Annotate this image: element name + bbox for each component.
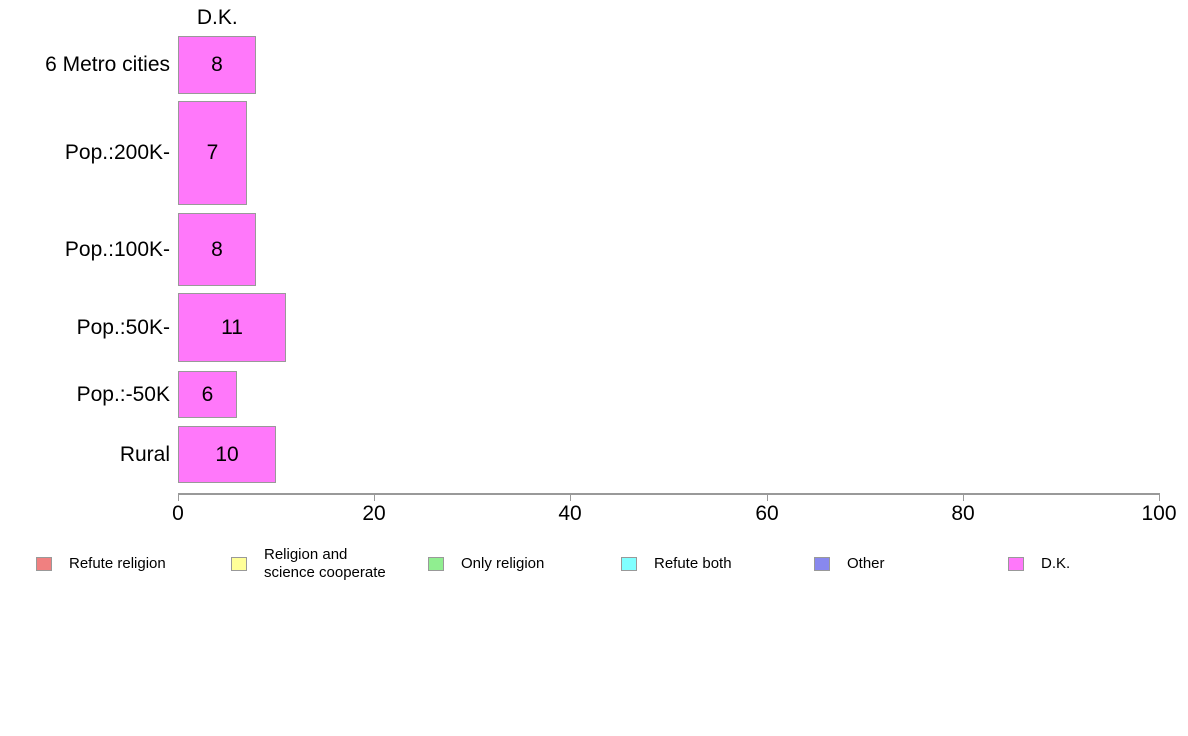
- legend-swatch-refute-both: [621, 557, 637, 571]
- x-tick-label-80: 80: [951, 502, 975, 525]
- bar-value-pop-minus-50k: 6: [201, 382, 214, 406]
- bar-value-rural: 10: [215, 442, 239, 466]
- x-axis-tick: [767, 493, 768, 501]
- category-label-6-metro-cities: 6 Metro cities: [45, 53, 170, 76]
- x-axis-tick: [963, 493, 964, 501]
- legend-label-religion-science-cooperate: Religion and science cooperate: [264, 546, 386, 581]
- bar-pop-200k: 7: [178, 101, 247, 205]
- legend-swatch-other: [814, 557, 830, 571]
- legend-swatch-only-religion: [428, 557, 444, 571]
- bar-value-pop-100k: 8: [211, 237, 223, 261]
- bar-pop-minus-50k: 6: [178, 371, 237, 418]
- legend-item-other: Other: [814, 540, 885, 588]
- chart-title: D.K.: [196, 6, 238, 29]
- legend-item-refute-religion: Refute religion: [36, 540, 166, 588]
- x-tick-label-60: 60: [755, 502, 779, 525]
- x-tick-label-0: 0: [172, 502, 184, 525]
- legend-swatch-religion-science-cooperate: [231, 557, 247, 571]
- legend-label-refute-religion: Refute religion: [69, 555, 166, 572]
- x-axis-line: [178, 493, 1159, 495]
- bar-value-pop-50k: 11: [221, 315, 243, 339]
- category-label-pop-100k: Pop.:100K-: [64, 237, 170, 261]
- x-tick-label-40: 40: [558, 502, 582, 525]
- bar-value-pop-200k: 7: [206, 141, 219, 164]
- x-tick-label-100: 100: [1141, 502, 1177, 525]
- bar-6-metro-cities: 8: [178, 36, 256, 94]
- bar-rural: 10: [178, 426, 276, 483]
- x-axis-tick: [570, 493, 571, 501]
- legend-item-only-religion: Only religion: [428, 540, 544, 588]
- x-axis-tick: [374, 493, 375, 501]
- bar-pop-50k: 11: [178, 293, 286, 362]
- legend-label-other: Other: [847, 555, 885, 572]
- bar-value-6-metro-cities: 8: [211, 53, 223, 76]
- x-axis-tick: [1159, 493, 1160, 501]
- bar-pop-100k: 8: [178, 213, 256, 286]
- category-label-pop-50k: Pop.:50K-: [76, 315, 170, 339]
- category-label-pop-200k: Pop.:200K-: [64, 141, 170, 164]
- category-label-pop-minus-50k: Pop.:-50K: [76, 382, 170, 406]
- legend-label-only-religion: Only religion: [461, 555, 545, 572]
- legend-label-dk: D.K.: [1041, 555, 1071, 572]
- category-label-rural: Rural: [119, 442, 170, 466]
- legend-swatch-refute-religion: [36, 557, 52, 571]
- x-axis-tick: [178, 493, 179, 501]
- x-tick-label-20: 20: [362, 502, 386, 525]
- legend-item-religion-science-cooperate: Religion and science cooperate: [231, 540, 386, 588]
- legend-swatch-dk: [1008, 557, 1024, 571]
- legend-label-refute-both: Refute both: [654, 555, 732, 572]
- legend-item-refute-both: Refute both: [621, 540, 732, 588]
- legend-item-dk: D.K.: [1008, 540, 1070, 588]
